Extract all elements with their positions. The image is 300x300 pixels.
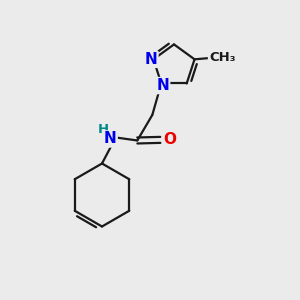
Text: N: N	[156, 78, 169, 93]
Text: N: N	[145, 52, 158, 67]
Text: CH₃: CH₃	[209, 51, 236, 64]
Text: N: N	[104, 131, 117, 146]
Text: O: O	[163, 132, 176, 147]
Text: H: H	[98, 123, 109, 136]
